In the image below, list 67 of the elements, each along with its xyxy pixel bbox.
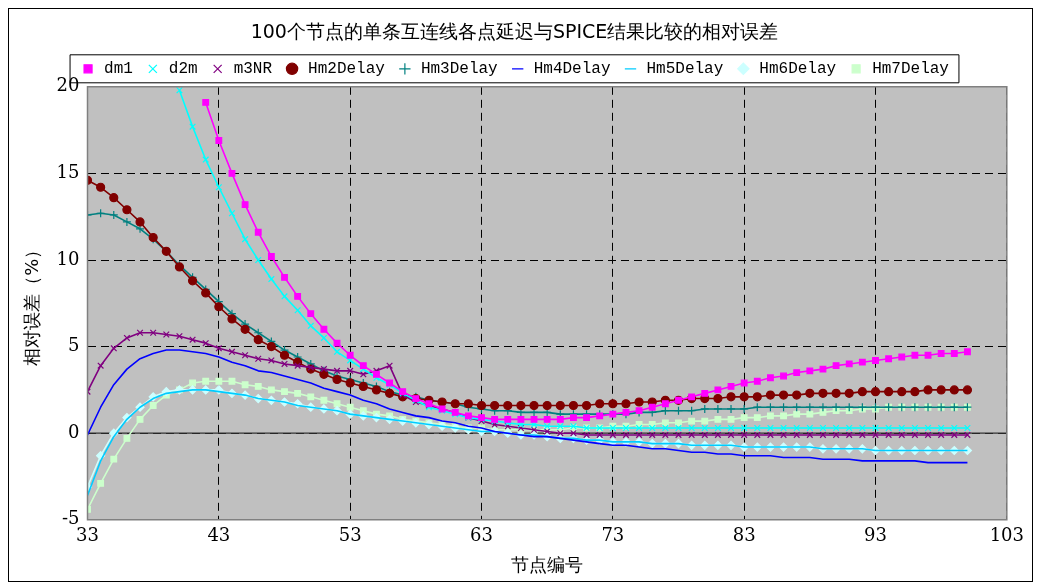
point	[714, 386, 722, 394]
legend-label: d2m	[168, 60, 198, 79]
x-tick-label: 53	[338, 524, 362, 546]
point	[832, 362, 840, 370]
point	[753, 377, 761, 385]
point	[937, 350, 945, 357]
point	[885, 355, 893, 363]
point	[793, 369, 801, 377]
point	[767, 374, 774, 382]
point	[202, 98, 210, 106]
point	[780, 372, 787, 380]
point	[898, 353, 906, 361]
point	[963, 348, 971, 356]
x-tick-label: 93	[864, 524, 887, 546]
x-tick-label: 33	[76, 524, 99, 546]
point	[254, 228, 262, 236]
legend-label: m3NR	[233, 60, 273, 79]
point	[806, 367, 814, 375]
point	[267, 253, 275, 260]
point	[504, 415, 512, 423]
point	[307, 310, 315, 318]
point	[819, 365, 827, 373]
y-tick-label: 15	[56, 161, 80, 183]
y-tick-label: 5	[68, 334, 80, 356]
point	[294, 292, 302, 300]
y-axis-title: 相对误差（%）	[21, 240, 43, 366]
point	[858, 358, 866, 366]
point	[556, 415, 564, 423]
point	[241, 201, 249, 208]
legend-label: dm1	[104, 60, 133, 79]
point	[333, 339, 341, 347]
point	[281, 273, 288, 281]
point	[701, 389, 709, 397]
x-tick-label: 83	[732, 524, 756, 546]
legend-label: Hm5Delay	[646, 60, 724, 79]
x-tick-label: 63	[470, 524, 493, 546]
chart-title: 100个节点的单条互连线各点延迟与SPICE结果比较的相对误差	[250, 20, 779, 43]
y-tick-label: 10	[56, 247, 80, 269]
point	[228, 169, 236, 177]
x-tick-label: 103	[989, 524, 1024, 546]
point	[648, 403, 656, 411]
y-tick-label: 20	[56, 74, 80, 96]
point	[872, 357, 879, 364]
legend-label: Hm4Delay	[533, 60, 611, 79]
point	[911, 351, 919, 359]
legend-label: Hm7Delay	[872, 60, 950, 79]
point	[950, 350, 958, 357]
x-tick-label: 43	[207, 524, 231, 546]
point	[924, 351, 932, 359]
point	[740, 379, 748, 387]
point	[346, 351, 354, 359]
y-tick-label: 0	[68, 420, 80, 442]
point	[215, 137, 223, 144]
point	[517, 415, 525, 423]
point	[845, 360, 853, 368]
point	[727, 383, 735, 390]
point	[530, 415, 538, 423]
point	[320, 325, 328, 333]
point	[543, 415, 551, 423]
x-tick-label: 73	[601, 524, 625, 546]
point	[661, 400, 669, 408]
point	[570, 414, 577, 422]
x-axis-title: 节点编号	[511, 553, 584, 575]
legend-label: Hm6Delay	[759, 60, 837, 79]
legend-label: Hm2Delay	[308, 60, 386, 79]
point	[583, 414, 590, 422]
legend-label: Hm3Delay	[420, 60, 499, 79]
